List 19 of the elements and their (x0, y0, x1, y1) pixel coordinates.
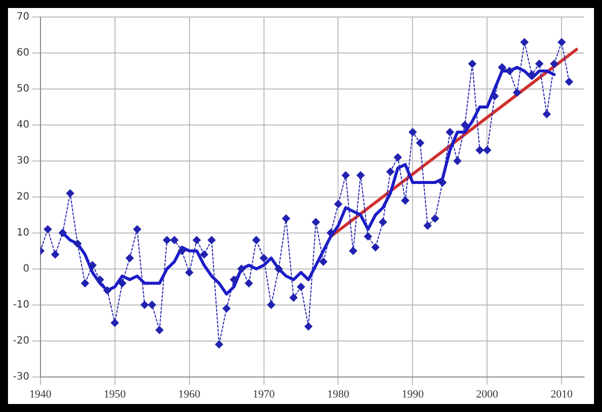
y-tick-label: 60 (16, 48, 30, 59)
x-tick-label: 2000 (476, 388, 499, 400)
x-tick-label: 1940 (29, 388, 52, 400)
y-tick-label: -10 (12, 299, 30, 310)
x-tick-label: 1980 (327, 388, 350, 400)
y-tick-label: -30 (12, 371, 30, 382)
y-tick-label: -20 (12, 335, 30, 346)
y-tick-label: 0 (22, 263, 30, 274)
x-tick-label: 2010 (550, 388, 574, 400)
y-tick-label: 30 (16, 156, 30, 167)
x-tick-label: 1960 (178, 388, 201, 400)
y-tick-label: 50 (16, 84, 30, 95)
y-tick-label: 70 (16, 12, 30, 23)
x-tick-label: 1970 (252, 388, 276, 400)
x-tick-label: 1950 (104, 388, 126, 400)
y-tick-label: 10 (16, 227, 30, 238)
y-tick-label: 40 (16, 120, 30, 131)
y-tick-label: 20 (16, 191, 30, 202)
x-tick-label: 1990 (402, 388, 424, 400)
